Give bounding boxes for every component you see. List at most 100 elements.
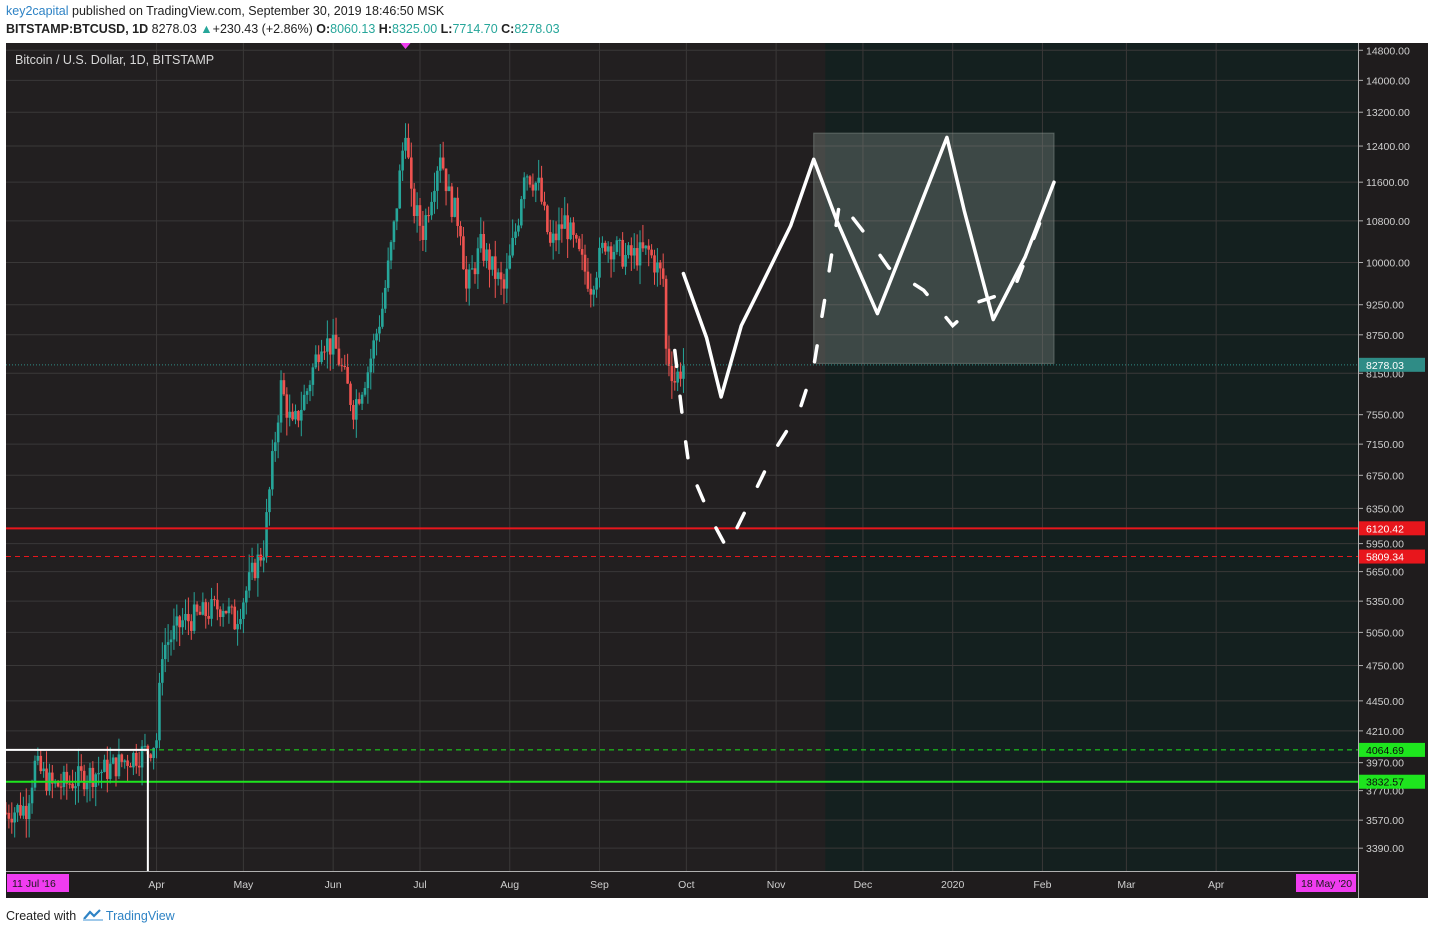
tradingview-link[interactable]: TradingView — [105, 909, 175, 923]
candle-body — [213, 599, 216, 601]
candle-body — [679, 371, 682, 379]
candle-body — [476, 248, 480, 275]
candle-body — [670, 365, 674, 382]
candle-body — [65, 771, 69, 784]
chart-frame[interactable]: 14800.00 14000.00 13200.00 12400.00 11600.00… — [6, 43, 1428, 898]
candle-body — [575, 234, 578, 239]
candle-body — [175, 616, 179, 626]
candle-body — [357, 399, 361, 404]
candle-body — [27, 803, 31, 819]
candle-body — [262, 557, 265, 561]
candle-body — [7, 812, 11, 819]
candle-body — [554, 233, 558, 241]
candle-body — [106, 759, 109, 779]
candle-body — [676, 371, 679, 383]
y-tick-label: 5650.00 — [1366, 567, 1404, 579]
candle-body — [372, 340, 375, 359]
candle-body — [305, 391, 309, 395]
level-label: 6120.42 — [1366, 523, 1404, 535]
candle-body — [68, 783, 71, 785]
candle-body — [624, 254, 627, 267]
candle-body — [33, 760, 37, 788]
y-tick-label: 3570.00 — [1366, 815, 1404, 827]
candle-body — [447, 186, 451, 192]
candle-body — [77, 766, 80, 787]
candle-body — [572, 222, 575, 235]
candle-body — [337, 348, 341, 366]
candle-body — [589, 288, 593, 295]
candle-body — [311, 367, 315, 385]
y-tick-label: 7550.00 — [1366, 410, 1404, 422]
high-value: 8325.00 — [392, 22, 438, 36]
candle-body — [132, 752, 135, 768]
candle-body — [100, 771, 103, 774]
candle-body — [6, 812, 8, 814]
candle-body — [123, 760, 126, 762]
candle-body — [598, 247, 601, 278]
candle-body — [221, 610, 225, 618]
x-tick-label: Aug — [500, 879, 519, 891]
candle-body — [279, 380, 283, 423]
candle-body — [227, 606, 231, 614]
candle-body — [253, 562, 257, 579]
candle-body — [323, 351, 326, 353]
footer: Created with TradingView — [6, 909, 175, 923]
publish-line: key2capital published on TradingView.com… — [6, 4, 444, 18]
candle-body — [134, 752, 138, 766]
price-chart[interactable]: 14800.00 14000.00 13200.00 12400.00 11600.00… — [6, 43, 1428, 898]
candle-body — [412, 188, 416, 217]
candle-body — [398, 170, 402, 209]
candle-body — [369, 358, 373, 373]
candle-body — [548, 232, 552, 243]
candle-body — [218, 609, 222, 618]
candle-body — [592, 289, 596, 295]
close-value: 8278.03 — [514, 22, 560, 36]
y-tick-label: 5050.00 — [1366, 627, 1404, 639]
candle-body — [551, 233, 555, 243]
candle-body — [375, 333, 378, 341]
candle-body — [496, 272, 500, 279]
candle-body — [586, 271, 590, 289]
candle-body — [424, 215, 428, 240]
candle-body — [386, 260, 390, 288]
candle-body — [320, 351, 323, 363]
candle-body — [210, 599, 213, 619]
candle-body — [308, 384, 312, 392]
candle-body — [163, 644, 167, 660]
candles — [6, 123, 685, 838]
candle-body — [117, 754, 121, 777]
candle-body — [343, 365, 347, 368]
candle-body — [511, 237, 514, 256]
candle-body — [407, 137, 410, 158]
candle-body — [436, 170, 439, 191]
forecast-region — [825, 43, 1358, 871]
candle-body — [340, 365, 344, 367]
candle-body — [45, 768, 48, 791]
last-price-label: 8278.03 — [1366, 360, 1404, 372]
candle-body — [103, 759, 106, 772]
candle-body — [488, 249, 491, 270]
author-link[interactable]: key2capital — [6, 4, 69, 18]
candle-body — [172, 625, 176, 640]
candle-body — [30, 787, 34, 804]
candle-body — [485, 249, 488, 261]
candle-body — [658, 262, 662, 269]
y-tick-label: 4750.00 — [1366, 661, 1404, 673]
candle-body — [456, 197, 459, 226]
candle-body — [441, 157, 445, 169]
candle-body — [328, 338, 332, 355]
candle-body — [566, 215, 569, 240]
candle-body — [392, 221, 396, 243]
candle-body — [421, 225, 425, 240]
candle-body — [169, 639, 173, 643]
candle-body — [120, 754, 124, 762]
candle-body — [265, 512, 268, 558]
candle-body — [62, 771, 66, 788]
level-label: 5809.34 — [1366, 552, 1404, 564]
candle-body — [297, 410, 300, 421]
candle-body — [467, 269, 471, 289]
candle-body — [273, 442, 277, 452]
candle-body — [195, 604, 199, 612]
candle-body — [514, 231, 517, 238]
candle-body — [673, 381, 677, 383]
